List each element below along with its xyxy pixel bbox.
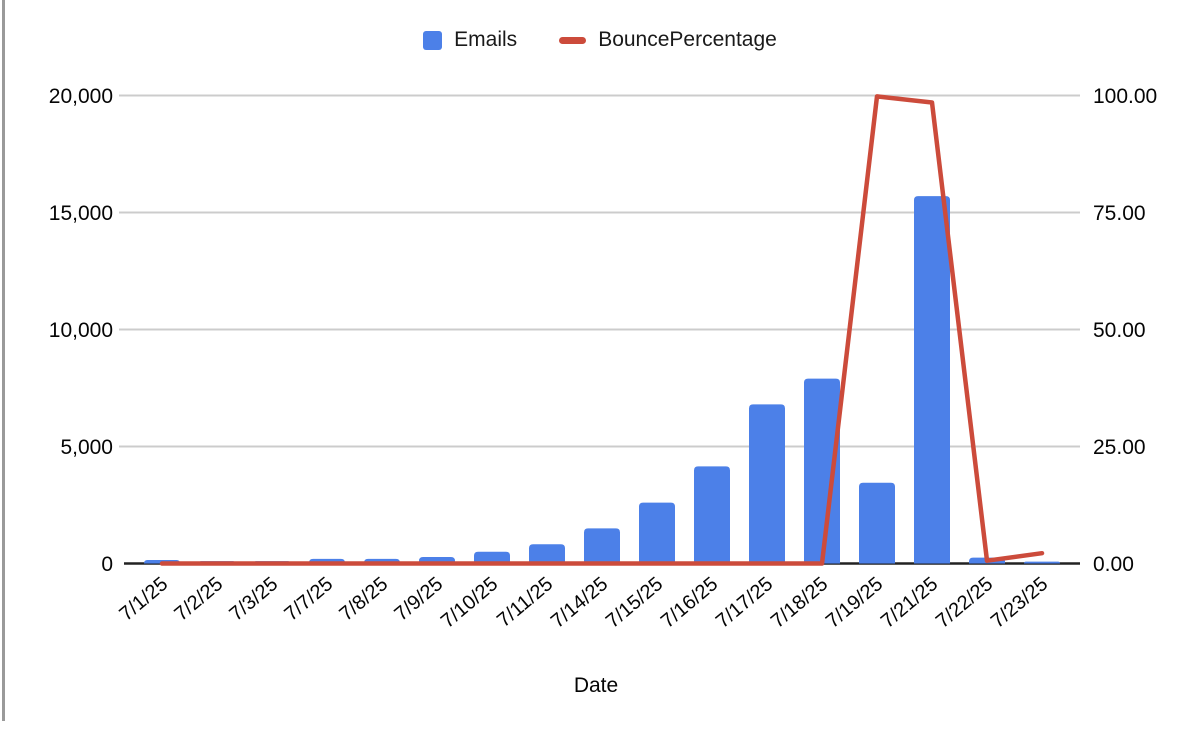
legend-item-bouncepercentage[interactable]: BouncePercentage bbox=[559, 28, 777, 52]
left-axis-tick-label: 15,000 bbox=[49, 202, 113, 225]
window-left-border bbox=[2, 0, 5, 721]
emails-bar-7/23/25[interactable] bbox=[1024, 561, 1060, 564]
left-axis-tick-label: 0 bbox=[101, 553, 113, 576]
x-axis-tick-label: 7/19/25 bbox=[822, 573, 887, 633]
emails-bar-7/15/25[interactable] bbox=[639, 502, 675, 564]
emails-bar-7/21/25[interactable] bbox=[914, 196, 950, 564]
x-axis-tick-label: 7/3/25 bbox=[225, 573, 282, 626]
emails-bar-7/18/25[interactable] bbox=[804, 378, 840, 564]
x-axis-tick-label: 7/2/25 bbox=[170, 573, 227, 626]
x-axis-tick-label: 7/15/25 bbox=[602, 573, 667, 633]
legend-label-bouncepercentage: BouncePercentage bbox=[598, 28, 777, 51]
left-axis-tick-label: 10,000 bbox=[49, 319, 113, 342]
x-axis-tick-label: 7/8/25 bbox=[335, 573, 392, 626]
x-axis-tick-label: 7/7/25 bbox=[280, 573, 337, 626]
right-axis-tick-label: 100.00 bbox=[1093, 85, 1157, 108]
x-axis-tick-label: 7/21/25 bbox=[877, 573, 942, 633]
x-axis-tick-label: 7/16/25 bbox=[657, 573, 722, 633]
legend-label-emails: Emails bbox=[454, 28, 518, 51]
chart-legend: Emails BouncePercentage bbox=[0, 28, 1200, 52]
x-axis-tick-label: 7/18/25 bbox=[767, 573, 832, 633]
emails-bar-7/14/25[interactable] bbox=[584, 528, 620, 564]
emails-bar-7/11/25[interactable] bbox=[529, 544, 565, 564]
legend-item-emails[interactable]: Emails bbox=[423, 28, 517, 52]
x-axis-tick-label: 7/23/25 bbox=[987, 573, 1052, 633]
x-axis-tick-label: 7/14/25 bbox=[547, 573, 612, 633]
right-axis-tick-label: 50.00 bbox=[1093, 319, 1146, 342]
right-axis-tick-label: 0.00 bbox=[1093, 553, 1134, 576]
emails-bar-7/17/25[interactable] bbox=[749, 404, 785, 564]
bouncepercentage-series-swatch-icon bbox=[559, 36, 587, 44]
right-axis-tick-label: 25.00 bbox=[1093, 436, 1146, 459]
emails-bar-7/19/25[interactable] bbox=[859, 482, 895, 564]
bouncepercentage-line[interactable] bbox=[159, 94, 1045, 566]
x-axis-tick-label: 7/17/25 bbox=[712, 573, 777, 633]
x-axis-tick-label: 7/10/25 bbox=[437, 573, 502, 633]
x-axis-tick-label: 7/11/25 bbox=[493, 573, 557, 632]
right-axis-tick-label: 75.00 bbox=[1093, 202, 1146, 225]
x-axis-title: Date bbox=[573, 674, 619, 697]
emails-bar-7/16/25[interactable] bbox=[694, 466, 730, 564]
x-axis-tick-label: 7/22/25 bbox=[932, 573, 997, 633]
emails-bar-7/10/25[interactable] bbox=[474, 551, 510, 564]
left-axis-tick-label: 20,000 bbox=[49, 85, 113, 108]
x-axis-tick-label: 7/1/25 bbox=[115, 573, 172, 626]
left-axis-tick-label: 5,000 bbox=[60, 436, 113, 459]
emails-series-swatch-icon bbox=[423, 30, 443, 50]
